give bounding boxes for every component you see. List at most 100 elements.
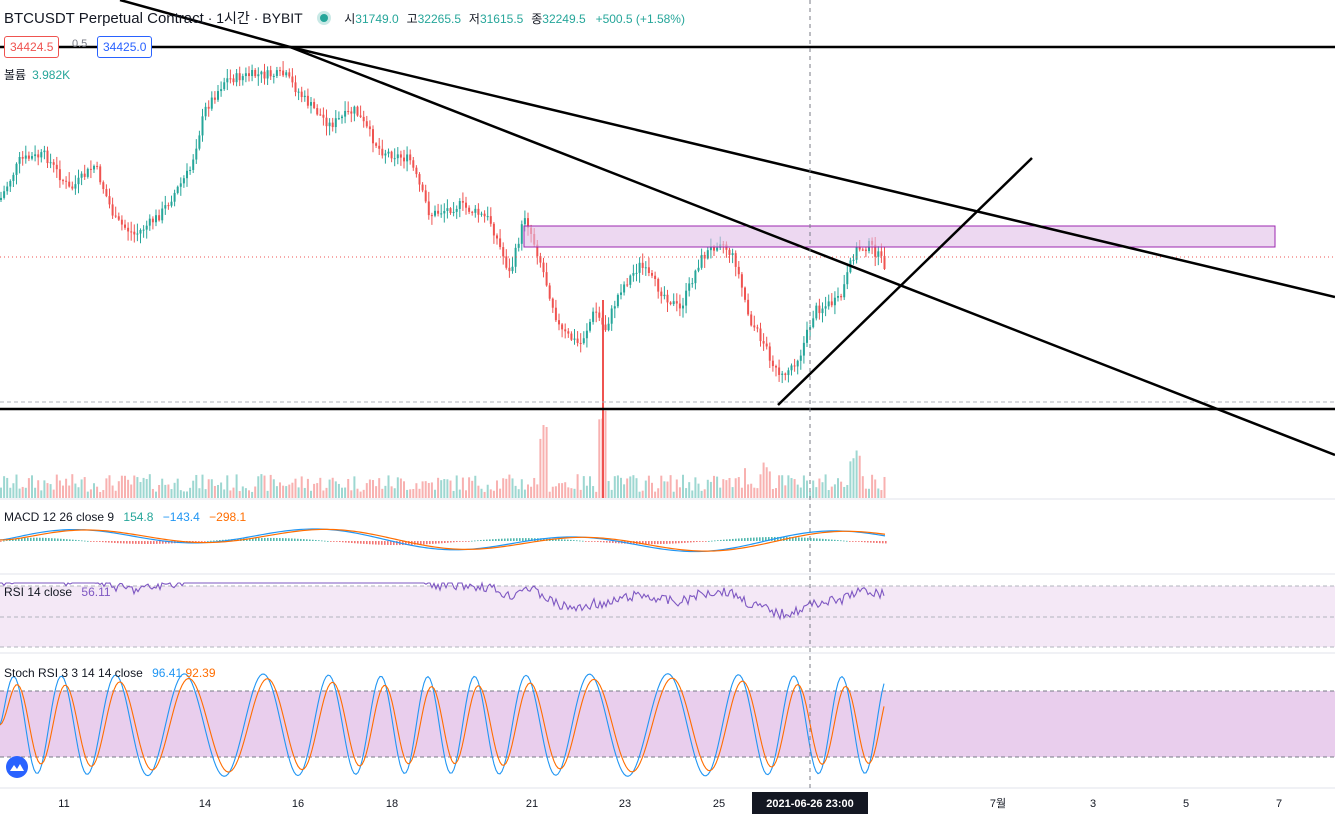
interval-label[interactable]: 1시간 <box>216 10 250 26</box>
volume-bar <box>551 486 554 498</box>
macd-histogram-bar <box>264 537 266 541</box>
candle-body <box>545 272 548 286</box>
macd-histogram-bar <box>513 538 515 541</box>
macd-histogram-bar <box>0 541 2 542</box>
volume-bar <box>880 490 883 498</box>
macd-histogram-bar <box>54 538 56 541</box>
candle-body <box>688 283 691 291</box>
macd-histogram-bar <box>69 539 71 541</box>
candle-body <box>778 367 781 375</box>
macd-histogram-bar <box>258 538 260 541</box>
candle-body <box>217 91 219 100</box>
macd-histogram-bar <box>6 540 8 541</box>
volume-bar <box>139 482 142 498</box>
candle-body <box>396 154 399 159</box>
candle-body <box>387 151 390 154</box>
volume-bar <box>799 487 802 498</box>
candle-body <box>257 74 260 77</box>
symbol-name[interactable]: BTCUSDT Perpetual Contract <box>4 10 204 27</box>
volume-bar <box>170 489 173 498</box>
volume-bar <box>114 490 117 498</box>
candle-body <box>492 223 495 236</box>
candle-body <box>542 262 545 273</box>
volume-bar <box>347 478 350 498</box>
volume-bar <box>412 489 415 498</box>
volume-bar <box>269 474 272 498</box>
candle-body <box>623 284 626 293</box>
volume-bar <box>235 474 238 498</box>
volume-bar <box>756 488 759 498</box>
stoch-k-line <box>0 673 885 777</box>
candle-body <box>632 273 635 276</box>
sell-price-box[interactable]: 34424.5 <box>4 36 60 58</box>
candle-body <box>176 186 179 193</box>
volume-bar <box>858 455 861 498</box>
volume-bar <box>616 475 619 498</box>
macd-histogram-bar <box>24 537 26 541</box>
candle-body <box>424 190 427 202</box>
macd-histogram-bar <box>792 537 794 541</box>
macd-histogram-bar <box>291 538 293 541</box>
macd-histogram-bar <box>507 538 509 541</box>
buy-price-box[interactable]: 34425.0 <box>97 36 153 58</box>
candle-body <box>220 89 223 92</box>
macd-histogram-bar <box>447 541 449 543</box>
tradingview-cloud-icon[interactable] <box>6 756 28 778</box>
candle-body <box>874 244 877 257</box>
candle-body <box>151 218 154 223</box>
macd-histogram-bar <box>819 538 821 541</box>
macd-histogram-bar <box>465 541 467 542</box>
macd-histogram-bar <box>162 541 164 544</box>
macd-histogram-bar <box>459 541 461 542</box>
volume-bar <box>130 484 133 498</box>
candle-body <box>675 301 678 304</box>
volume-bar <box>102 490 105 498</box>
volume-bar <box>325 487 328 498</box>
macd-histogram-bar <box>81 540 83 542</box>
volume-bar <box>778 475 781 498</box>
macd-histogram-bar <box>267 537 269 541</box>
volume-bar <box>496 480 498 498</box>
macd-histogram-bar <box>885 541 887 544</box>
candle-body <box>787 370 790 376</box>
candle-body <box>716 247 719 251</box>
candle-body <box>248 73 250 77</box>
volume-bar <box>288 484 291 498</box>
volume-bars <box>0 410 886 498</box>
candle-body <box>635 272 638 274</box>
candle-body <box>852 259 855 261</box>
candle-body <box>713 246 715 251</box>
macd-histogram-bar <box>48 538 50 541</box>
candle-body <box>375 143 378 146</box>
macd-histogram-bar <box>168 541 170 544</box>
volume-bar <box>663 481 666 498</box>
volume-bar <box>849 461 852 498</box>
candle-body <box>322 114 325 118</box>
volume-bar <box>740 487 743 498</box>
candle-body <box>790 365 793 371</box>
candle-body <box>483 213 486 217</box>
time-axis-label: 7 <box>1276 798 1282 810</box>
volume-bar <box>96 486 99 498</box>
candle-body <box>520 224 523 244</box>
exchange-label: BYBIT <box>262 10 303 26</box>
candle-body <box>27 155 30 159</box>
candle-body <box>762 341 765 344</box>
volume-bar <box>505 478 508 498</box>
volume-value: 3.982K <box>32 68 71 82</box>
macd-histogram-bar <box>21 538 23 541</box>
macd-histogram-bar <box>705 541 707 542</box>
candle-body <box>409 154 412 161</box>
macd-histogram-bar <box>333 541 335 542</box>
macd-histogram-bar <box>276 537 278 541</box>
macd-histogram-bar <box>828 539 830 541</box>
macd-histogram-bar <box>150 541 152 544</box>
candle-body <box>99 166 102 183</box>
macd-histogram-bar <box>876 541 878 544</box>
macd-histogram-bar <box>120 541 122 544</box>
macd-histogram-bar <box>543 538 545 541</box>
high-value: 32265.5 <box>417 12 462 26</box>
candle-body <box>148 218 151 226</box>
